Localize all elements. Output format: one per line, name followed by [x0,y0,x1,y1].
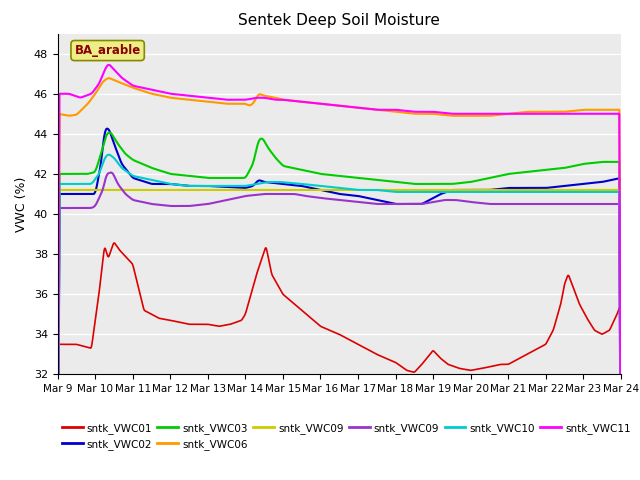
Legend: sntk_VWC01, sntk_VWC02, sntk_VWC03, sntk_VWC06, sntk_VWC09, sntk_VWC09, sntk_VWC: sntk_VWC01, sntk_VWC02, sntk_VWC03, sntk… [58,419,635,454]
Text: BA_arable: BA_arable [74,44,141,57]
Title: Sentek Deep Soil Moisture: Sentek Deep Soil Moisture [238,13,440,28]
Y-axis label: VWC (%): VWC (%) [15,176,28,232]
